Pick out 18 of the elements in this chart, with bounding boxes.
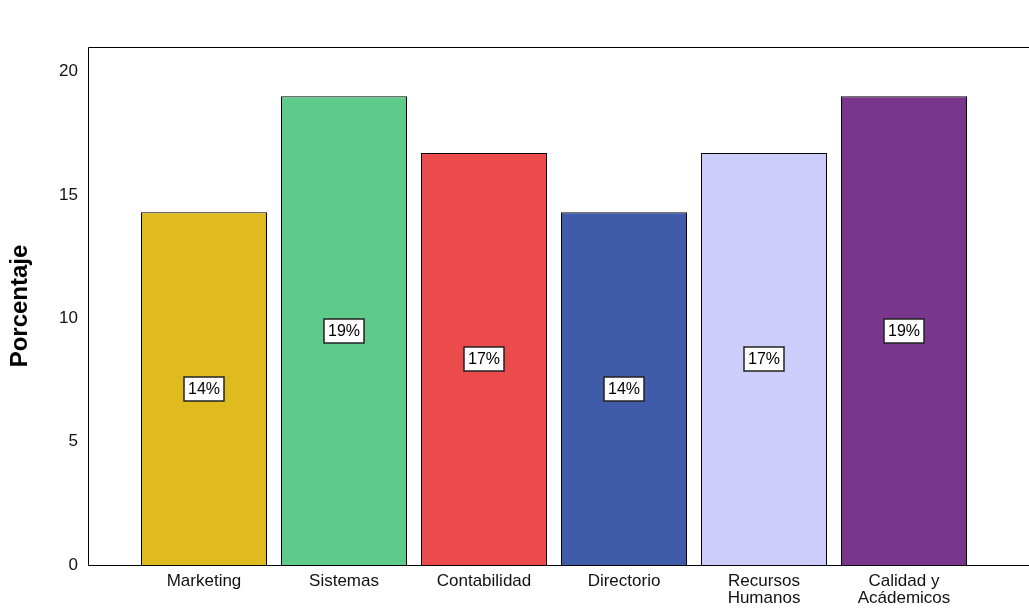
y-tick-label: 5 — [68, 431, 78, 451]
y-axis-title: Porcentaje — [5, 244, 33, 368]
x-tick-label: Calidad y Acádemicos — [857, 571, 951, 608]
y-tick-label: 10 — [59, 308, 78, 328]
data-label: 17% — [747, 350, 781, 368]
y-tick-label: 15 — [59, 184, 78, 204]
x-tick-label: Directorio — [587, 571, 661, 591]
data-label: 14% — [187, 380, 221, 398]
x-tick-label: Recursos Humanos — [727, 571, 801, 608]
data-label: 17% — [467, 350, 501, 368]
data-label: 14% — [607, 380, 641, 398]
data-label: 19% — [327, 322, 361, 340]
y-tick-label: 20 — [59, 61, 78, 81]
data-label: 19% — [887, 322, 921, 340]
x-tick-label: Contabilidad — [436, 571, 532, 591]
x-tick-label: Marketing — [166, 571, 242, 591]
y-tick-label: 0 — [68, 554, 78, 574]
x-tick-label: Sistemas — [309, 571, 379, 591]
